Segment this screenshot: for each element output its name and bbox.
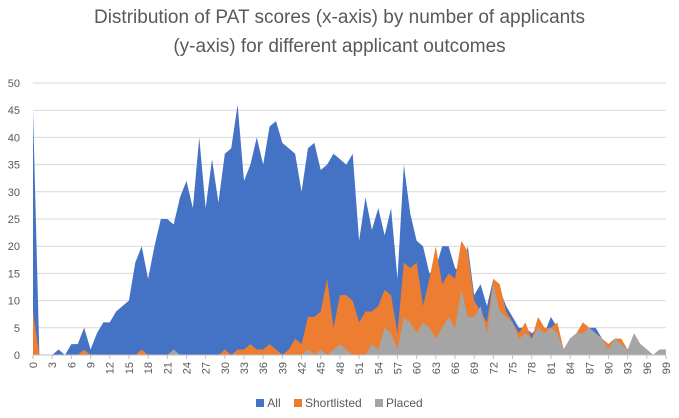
x-tick-label-69: 69 xyxy=(469,362,481,374)
legend-label-placed: Placed xyxy=(386,396,423,410)
legend-item-placed: Placed xyxy=(375,396,423,410)
x-tick-label-9: 9 xyxy=(86,362,98,368)
x-tick-label-87: 87 xyxy=(584,362,596,374)
x-tick-label-36: 36 xyxy=(258,362,270,374)
y-tick-label-15: 15 xyxy=(8,268,20,280)
x-tick-label-99: 99 xyxy=(661,362,673,374)
x-tick-label-84: 84 xyxy=(565,362,577,374)
x-tick-label-27: 27 xyxy=(201,362,213,374)
chart-title-line1: Distribution of PAT scores (x-axis) by n… xyxy=(93,7,586,28)
x-tick-label-48: 48 xyxy=(335,362,347,374)
y-tick-label-20: 20 xyxy=(8,241,20,253)
legend-item-shortlisted: Shortlisted xyxy=(293,396,362,410)
y-tick-label-45: 45 xyxy=(8,105,20,117)
x-tick-label-93: 93 xyxy=(623,362,635,374)
y-tick-label-0: 0 xyxy=(14,350,20,362)
y-tick-label-50: 50 xyxy=(8,78,20,90)
x-tick-label-15: 15 xyxy=(124,362,136,374)
x-tick-label-51: 51 xyxy=(354,362,366,374)
legend-swatch-placed xyxy=(375,399,384,407)
x-tick-label-96: 96 xyxy=(642,362,654,374)
x-tick-label-45: 45 xyxy=(316,362,328,374)
legend-swatch-shortlisted xyxy=(293,399,302,407)
x-tick-label-24: 24 xyxy=(181,362,193,374)
y-tick-labels: 0 5 10 15 20 25 30 35 40 45 50 xyxy=(8,78,20,362)
x-tick-labels: 0 3 6 9 12 15 18 21 24 27 30 33 36 39 42 45 48 51 54 57 60 63… xyxy=(28,355,673,374)
y-tick-label-30: 30 xyxy=(8,187,20,199)
x-tick-label-42: 42 xyxy=(297,362,309,374)
x-tick-label-30: 30 xyxy=(220,362,232,374)
legend-swatch-all xyxy=(256,399,265,407)
x-tick-label-18: 18 xyxy=(143,362,155,374)
series-areas xyxy=(33,104,666,355)
legend: All Shortlisted Placed xyxy=(0,396,679,410)
chart-title-line2: (y-axis) for different applicant outcome… xyxy=(173,36,506,57)
y-tick-label-5: 5 xyxy=(14,323,20,335)
x-tick-label-3: 3 xyxy=(47,362,59,368)
y-tick-label-40: 40 xyxy=(8,132,20,144)
x-tick-label-33: 33 xyxy=(239,362,251,374)
x-tick-label-78: 78 xyxy=(527,362,539,374)
legend-item-all: All xyxy=(256,396,281,410)
x-tick-label-90: 90 xyxy=(603,362,615,374)
x-tick-label-0: 0 xyxy=(28,362,40,368)
x-tick-label-54: 54 xyxy=(373,362,385,374)
x-tick-label-39: 39 xyxy=(277,362,289,374)
y-tick-label-10: 10 xyxy=(8,296,20,308)
area-series-placed xyxy=(33,284,666,355)
x-tick-label-57: 57 xyxy=(392,362,404,374)
y-tick-label-35: 35 xyxy=(8,160,20,172)
x-tick-label-72: 72 xyxy=(488,362,500,374)
x-tick-label-6: 6 xyxy=(66,362,78,368)
area-series-all xyxy=(33,104,666,355)
x-tick-label-81: 81 xyxy=(546,362,558,374)
x-tick-label-12: 12 xyxy=(105,362,117,374)
legend-label-shortlisted: Shortlisted xyxy=(304,396,362,410)
x-tick-label-21: 21 xyxy=(162,362,174,374)
legend-label-all: All xyxy=(267,396,281,410)
x-tick-label-63: 63 xyxy=(431,362,443,374)
y-tick-label-25: 25 xyxy=(8,214,20,226)
x-tick-label-66: 66 xyxy=(450,362,462,374)
x-tick-label-75: 75 xyxy=(508,362,520,374)
x-tick-label-60: 60 xyxy=(412,362,424,374)
